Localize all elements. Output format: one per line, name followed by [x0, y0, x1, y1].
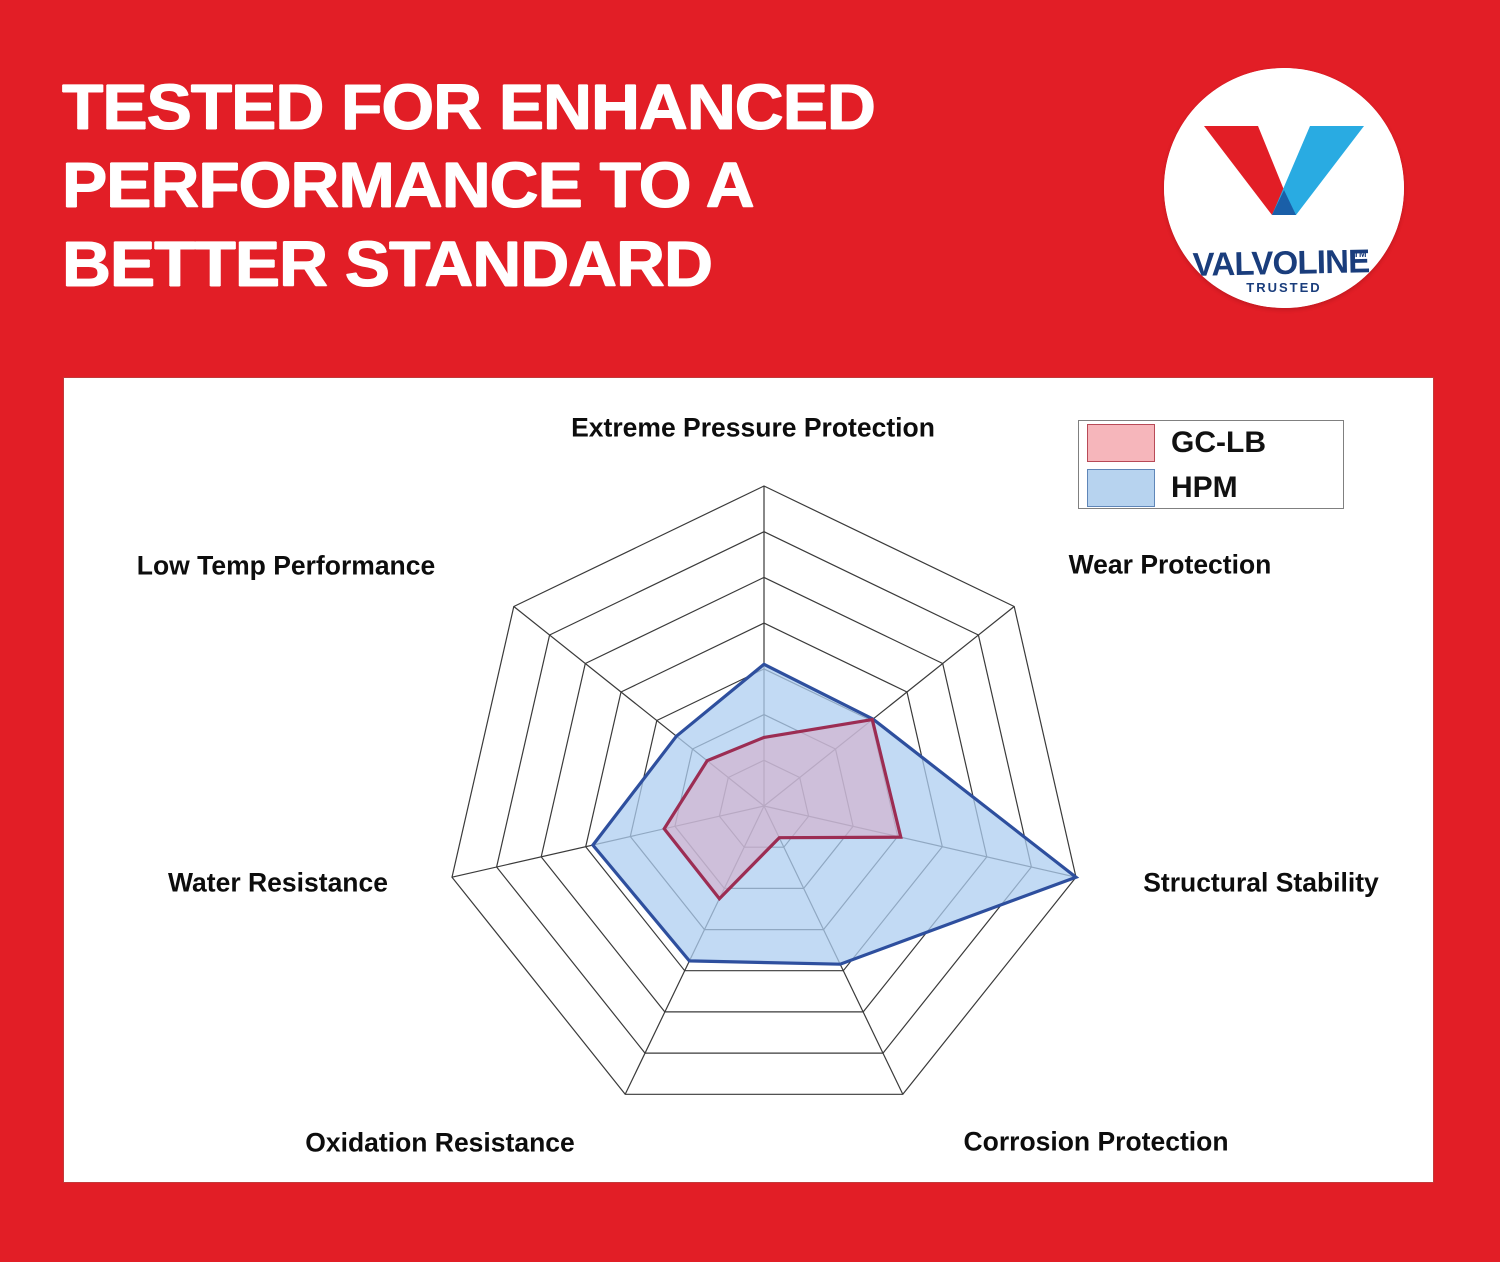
- svg-text:TRUSTED: TRUSTED: [1246, 280, 1321, 295]
- svg-text:TM: TM: [1354, 249, 1367, 259]
- svg-text:VALVOLINE: VALVOLINE: [1192, 242, 1369, 283]
